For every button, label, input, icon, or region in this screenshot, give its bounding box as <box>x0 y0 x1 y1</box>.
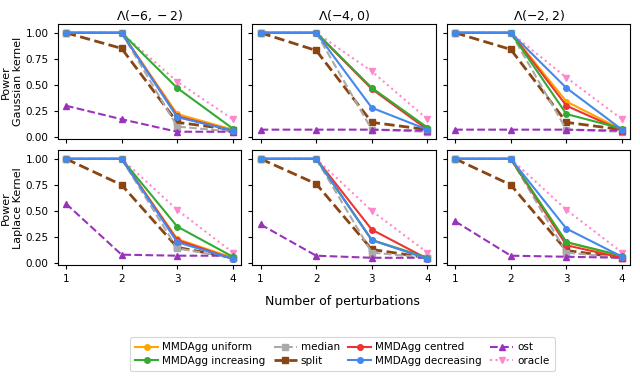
Text: Number of perturbations: Number of perturbations <box>265 295 420 308</box>
Title: $\Lambda(-6,-2)$: $\Lambda(-6,-2)$ <box>116 8 183 23</box>
Title: $\Lambda(-2,2)$: $\Lambda(-2,2)$ <box>513 8 564 23</box>
Legend: MMDAgg uniform, MMDAgg increasing, median, split, MMDAgg centred, MMDAgg decreas: MMDAgg uniform, MMDAgg increasing, media… <box>130 337 555 371</box>
Y-axis label: Power
Gaussian kernel: Power Gaussian kernel <box>1 37 22 126</box>
Title: $\Lambda(-4,0)$: $\Lambda(-4,0)$ <box>318 8 370 23</box>
Y-axis label: Power
Laplace Kernel: Power Laplace Kernel <box>1 167 22 249</box>
